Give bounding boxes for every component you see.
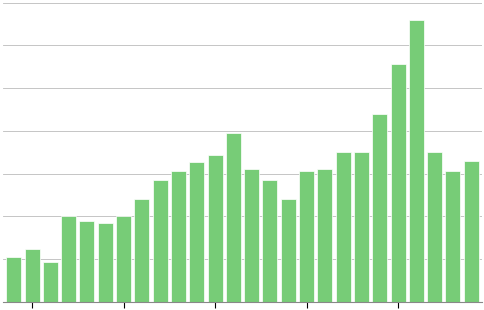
Bar [426, 152, 441, 302]
Bar [98, 223, 112, 302]
Bar [299, 171, 314, 302]
Bar [243, 169, 258, 302]
Bar [408, 20, 423, 302]
Bar [372, 114, 386, 302]
Bar [61, 216, 76, 302]
Bar [444, 171, 459, 302]
Bar [207, 155, 222, 302]
Bar [463, 161, 478, 302]
Bar [262, 179, 277, 302]
Bar [280, 199, 295, 302]
Bar [226, 133, 241, 302]
Bar [43, 262, 58, 302]
Bar [152, 180, 167, 302]
Bar [6, 257, 21, 302]
Bar [317, 169, 332, 302]
Bar [335, 152, 350, 302]
Bar [134, 199, 149, 302]
Bar [189, 162, 204, 302]
Bar [116, 216, 131, 302]
Bar [353, 152, 368, 302]
Bar [170, 171, 185, 302]
Bar [79, 220, 94, 302]
Bar [390, 64, 405, 302]
Bar [25, 249, 40, 302]
